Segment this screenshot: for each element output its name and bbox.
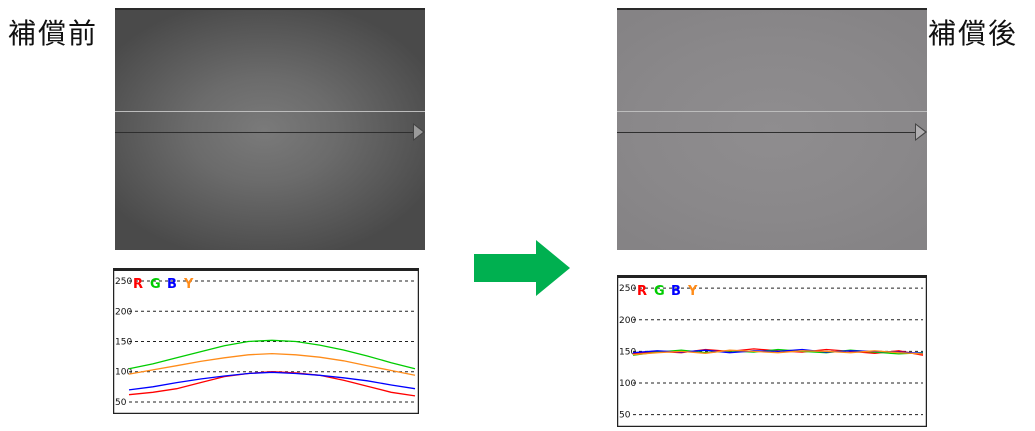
series-line-Y xyxy=(632,349,924,356)
chart-before: 50 100 150 200 250 R G B Y xyxy=(113,268,419,414)
scan-marker-icon xyxy=(413,123,425,141)
legend-Y: Y xyxy=(687,284,698,299)
label-before-compensation: 補償前 xyxy=(8,17,99,50)
legend-Y: Y xyxy=(183,277,194,292)
scan-line-dark xyxy=(115,132,417,133)
scan-marker-icon xyxy=(915,123,927,141)
y-tick-label-150: 150 xyxy=(619,347,636,357)
y-tick-label-150: 150 xyxy=(115,337,132,347)
right-arrow-shape xyxy=(474,240,570,296)
series-line-B xyxy=(128,371,416,391)
camera-image-before xyxy=(115,8,425,250)
y-tick-label-50: 50 xyxy=(115,398,127,408)
legend-B: B xyxy=(167,277,177,292)
legend-G: G xyxy=(150,277,161,292)
y-tick-label-250: 250 xyxy=(619,284,636,294)
y-tick-label-200: 200 xyxy=(115,307,132,317)
label-after-compensation: 補償後 xyxy=(928,17,1019,50)
camera-image-after xyxy=(617,8,927,250)
scan-line-light xyxy=(617,111,927,112)
y-tick-label-50: 50 xyxy=(619,411,631,421)
series-line-G xyxy=(632,348,924,356)
series-line-Y xyxy=(128,352,416,376)
legend-G: G xyxy=(654,284,665,299)
scan-line-dark xyxy=(617,132,919,133)
right-arrow-icon xyxy=(474,240,570,296)
chart-after: 50 100 150 200 250 R G B Y xyxy=(617,275,927,427)
legend-R: R xyxy=(133,277,143,292)
y-tick-label-200: 200 xyxy=(619,316,636,326)
legend-R: R xyxy=(637,284,647,299)
y-tick-label-100: 100 xyxy=(115,368,132,378)
y-tick-label-250: 250 xyxy=(115,277,132,287)
legend-B: B xyxy=(671,284,681,299)
series-line-G xyxy=(128,339,416,370)
y-tick-label-100: 100 xyxy=(619,379,636,389)
scan-line-light xyxy=(115,111,425,112)
